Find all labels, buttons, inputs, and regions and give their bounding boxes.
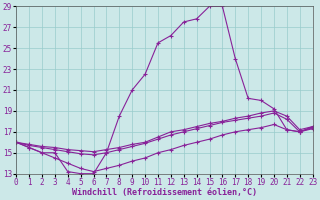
X-axis label: Windchill (Refroidissement éolien,°C): Windchill (Refroidissement éolien,°C)	[72, 188, 257, 197]
